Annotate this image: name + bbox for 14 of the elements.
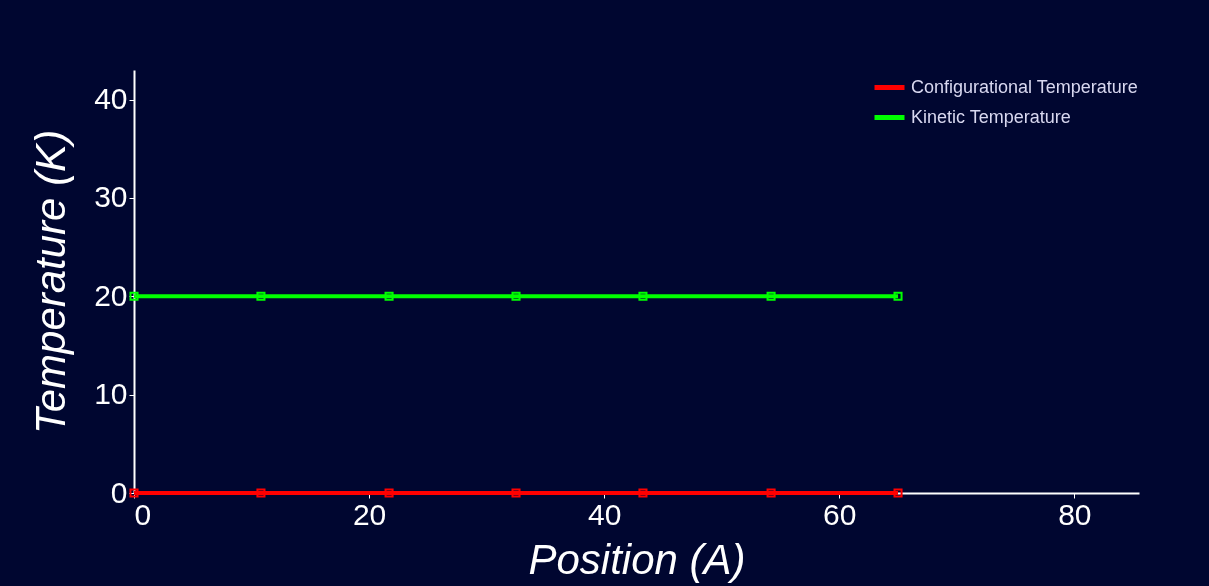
x-axis-title: Position (A) (528, 535, 746, 583)
y-axis-title: Temperature (K) (27, 129, 75, 435)
y-tick-label: 10 (94, 377, 128, 411)
x-tick-label: 0 (134, 497, 152, 531)
x-tick-label: 20 (352, 497, 387, 531)
y-tick-label: 40 (94, 82, 128, 116)
x-tick-label: 60 (823, 497, 857, 531)
y-tick-label: 0 (110, 475, 128, 509)
legend-label: Configurational Temperature (911, 76, 1138, 97)
y-tick-label: 30 (94, 180, 128, 214)
x-tick-label: 80 (1058, 497, 1092, 531)
y-tick-label: 20 (94, 278, 128, 312)
legend-label: Kinetic Temperature (911, 106, 1071, 127)
x-tick-label: 40 (587, 497, 622, 531)
